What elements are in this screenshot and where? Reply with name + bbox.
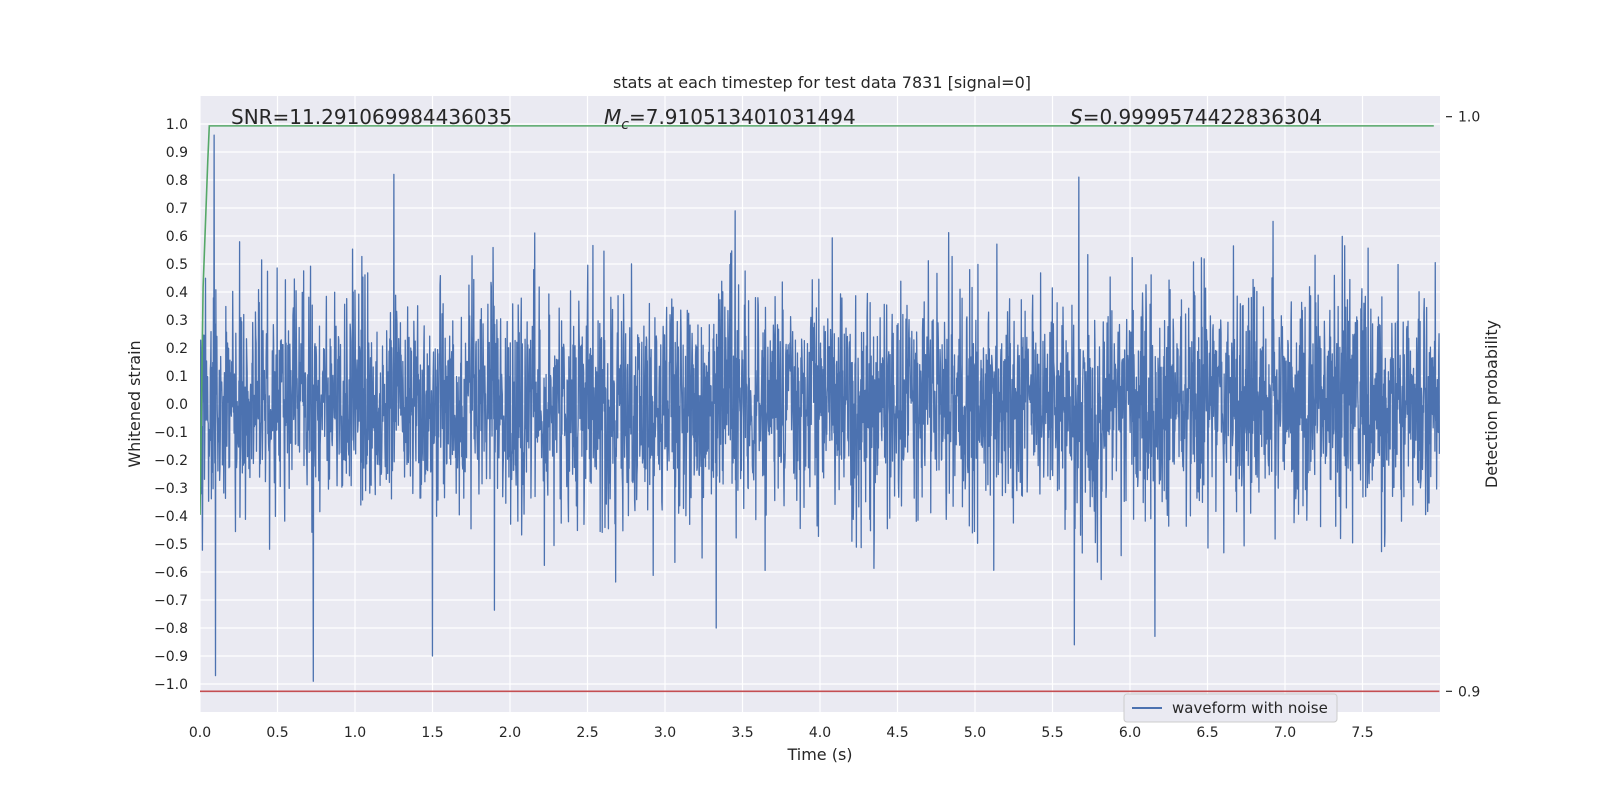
- y-tick-label: −0.9: [154, 649, 188, 665]
- y2-axis-label: Detection probability: [1482, 320, 1501, 488]
- x-tick-label: 7.0: [1274, 725, 1296, 741]
- series-layer: [200, 125, 1440, 693]
- x-tick-label: 4.5: [886, 725, 908, 741]
- x-tick-label: 7.5: [1351, 725, 1373, 741]
- mc-symbol: M: [604, 105, 621, 129]
- y-tick-label: −0.7: [154, 593, 188, 609]
- x-tick-label: 6.0: [1119, 725, 1141, 741]
- x-tick-label: 1.0: [344, 725, 366, 741]
- x-tick-label: 0.5: [266, 725, 288, 741]
- legend-entry: waveform with noise: [1172, 699, 1328, 717]
- y-tick-label: 0.4: [166, 285, 188, 301]
- y-tick-label: 0.3: [166, 313, 188, 329]
- x-tick-label: 3.5: [731, 725, 753, 741]
- legend-box: [1123, 693, 1338, 723]
- y-tick-label: 0.5: [166, 257, 188, 273]
- y-tick-label: −0.8: [154, 621, 188, 637]
- mc-value: =7.910513401031494: [629, 105, 856, 129]
- mc-annotation: Mc=7.910513401031494: [604, 105, 856, 133]
- y2-tick-label: 0.9: [1458, 684, 1480, 700]
- y-tick-label: 0.2: [166, 341, 188, 357]
- mc-subscript: c: [621, 117, 629, 133]
- y-tick-label: −0.2: [154, 453, 188, 469]
- x-tick-label: 0.0: [189, 725, 211, 741]
- y-tick-label: −0.5: [154, 537, 188, 553]
- y-tick-label: 0.8: [166, 173, 188, 189]
- y-tick-label: 0.7: [166, 201, 188, 217]
- s-annotation: S=0.9999574422836304: [1070, 105, 1322, 129]
- waveform-line: [200, 134, 1440, 682]
- detection-probability-line: [200, 125, 1434, 515]
- y-tick-label: −0.6: [154, 565, 188, 581]
- x-tick-label: 5.0: [964, 725, 986, 741]
- y-tick-label: 0.6: [166, 229, 188, 245]
- y2-tick-label: 1.0: [1458, 110, 1480, 126]
- tick-labels: 0.0 0.5 1.0 1.5 2.0 2.5 3.0 3.5 4.0 4.5 5.0 5.5 6.0 6…: [154, 117, 1374, 741]
- chart-title: stats at each timestep for test data 783…: [613, 73, 1031, 92]
- y-tick-label: −0.1: [154, 425, 188, 441]
- x-axis-label: Time (s): [786, 745, 852, 764]
- x-tick-label: 5.5: [1041, 725, 1063, 741]
- y-tick-label: −1.0: [154, 677, 188, 693]
- legend: waveform with noise: [1123, 693, 1338, 723]
- x-tick-label: 1.5: [421, 725, 443, 741]
- s-value: =0.9999574422836304: [1083, 105, 1322, 129]
- y-tick-label: −0.4: [154, 509, 188, 525]
- x-tick-label: 4.0: [809, 725, 831, 741]
- y-tick-label: −0.3: [154, 481, 188, 497]
- snr-annotation: SNR=11.291069984436035: [231, 105, 512, 129]
- right-axis-ticks: 1.0 0.9: [1446, 110, 1480, 700]
- s-symbol: S: [1070, 105, 1083, 129]
- x-tick-label: 6.5: [1196, 725, 1218, 741]
- x-tick-label: 2.0: [499, 725, 521, 741]
- y-axis-label: Whitened strain: [125, 340, 144, 467]
- x-tick-label: 3.0: [654, 725, 676, 741]
- y-tick-label: 1.0: [166, 117, 188, 133]
- y-tick-label: 0.9: [166, 145, 188, 161]
- y-tick-label: 0.1: [166, 369, 188, 385]
- x-tick-label: 2.5: [576, 725, 598, 741]
- y-tick-label: 0.0: [166, 397, 188, 413]
